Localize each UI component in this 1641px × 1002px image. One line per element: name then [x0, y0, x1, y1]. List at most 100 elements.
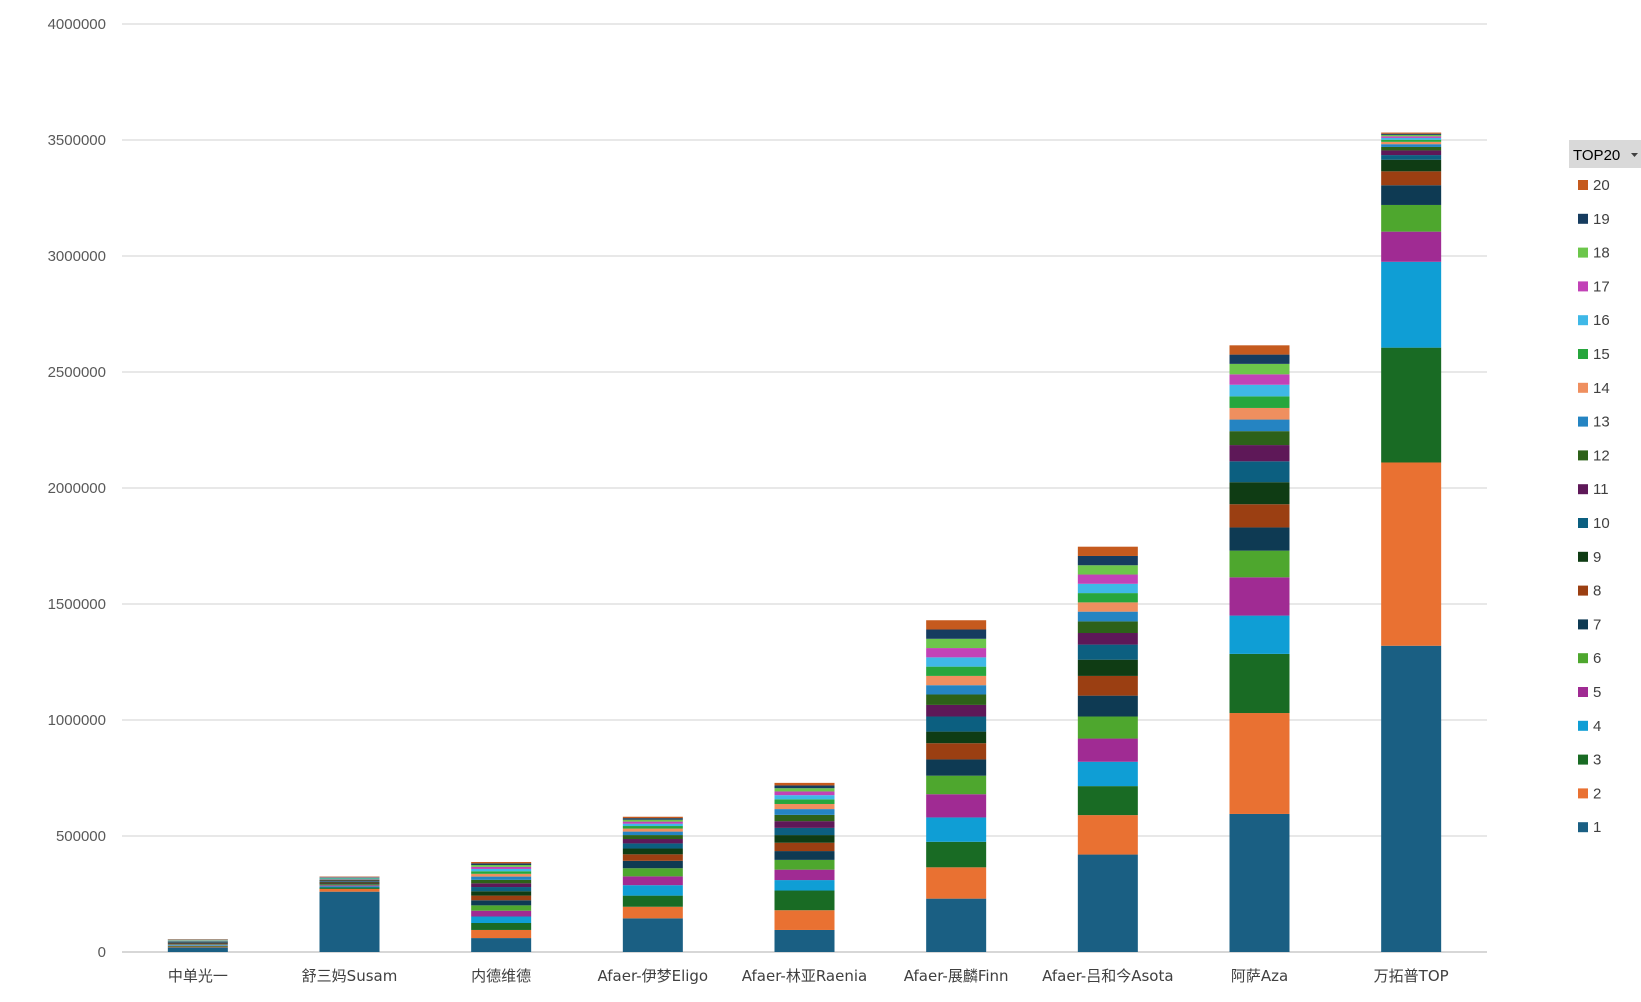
bar-segment-12[interactable] — [1229, 431, 1290, 446]
bar-segment-20[interactable] — [1229, 345, 1290, 355]
bar-segment-16[interactable] — [1381, 137, 1442, 140]
bar-segment-18[interactable] — [622, 819, 683, 822]
bar-segment-2[interactable] — [471, 929, 532, 939]
legend-item[interactable]: 1 — [1578, 819, 1601, 836]
bar-segment-5[interactable] — [774, 869, 835, 881]
bar-segment-17[interactable] — [926, 648, 987, 658]
bar-segment-1[interactable] — [1229, 813, 1290, 952]
bar-segment-20[interactable] — [471, 861, 532, 864]
bar-segment-9[interactable] — [319, 881, 380, 883]
bar-segment-10[interactable] — [1381, 155, 1442, 160]
bar-segment-20[interactable] — [774, 782, 835, 786]
bar-segment-10[interactable] — [926, 716, 987, 732]
bar-segment-14[interactable] — [774, 803, 835, 810]
bar-segment-12[interactable] — [926, 694, 987, 705]
bar-segment-3[interactable] — [319, 887, 380, 889]
bar-segment-14[interactable] — [926, 675, 987, 686]
bar-segment-11[interactable] — [774, 821, 835, 828]
bar-segment-3[interactable] — [167, 945, 228, 947]
bar-segment-14[interactable] — [1077, 602, 1138, 612]
bar-segment-13[interactable] — [622, 831, 683, 836]
bar-segment-13[interactable] — [1381, 144, 1442, 147]
bar-stack[interactable] — [1229, 345, 1290, 952]
bar-segment-3[interactable] — [622, 895, 683, 907]
legend-item[interactable]: 11 — [1578, 481, 1609, 498]
bar-segment-15[interactable] — [1229, 396, 1290, 408]
legend-item[interactable]: 8 — [1578, 583, 1601, 600]
bar-segment-19[interactable] — [622, 818, 683, 820]
bar-segment-6[interactable] — [926, 775, 987, 795]
bar-segment-4[interactable] — [1381, 261, 1442, 348]
legend-item[interactable]: 16 — [1578, 312, 1610, 329]
bar-segment-13[interactable] — [1077, 611, 1138, 622]
bar-segment-7[interactable] — [622, 860, 683, 869]
bar-segment-3[interactable] — [926, 841, 987, 868]
bar-segment-8[interactable] — [926, 743, 987, 760]
bar-segment-11[interactable] — [1229, 445, 1290, 462]
bar-segment-11[interactable] — [1077, 633, 1138, 645]
bar-segment-6[interactable] — [1381, 204, 1442, 232]
bar-segment-17[interactable] — [471, 866, 532, 869]
bar-segment-4[interactable] — [926, 817, 987, 842]
bar-segment-19[interactable] — [1381, 133, 1442, 135]
bar-segment-6[interactable] — [1077, 716, 1138, 739]
bar-segment-3[interactable] — [1229, 653, 1290, 714]
bar-segment-18[interactable] — [471, 865, 532, 867]
bar-segment-7[interactable] — [926, 759, 987, 776]
bar-segment-2[interactable] — [774, 910, 835, 930]
bar-segment-7[interactable] — [1381, 185, 1442, 205]
bar-segment-18[interactable] — [1077, 565, 1138, 575]
bar-segment-16[interactable] — [622, 823, 683, 827]
legend-item[interactable]: 15 — [1578, 346, 1610, 363]
legend-item[interactable]: 2 — [1578, 785, 1601, 802]
bar-segment-5[interactable] — [926, 794, 987, 818]
bar-segment-14[interactable] — [1381, 141, 1442, 145]
bar-segment-2[interactable] — [622, 906, 683, 919]
bar-segment-20[interactable] — [1381, 132, 1442, 134]
legend-filter-button[interactable] — [1569, 140, 1641, 168]
bar-segment-9[interactable] — [926, 731, 987, 744]
bar-segment-12[interactable] — [1381, 146, 1442, 151]
bar-segment-4[interactable] — [774, 880, 835, 891]
legend-item[interactable]: 4 — [1578, 718, 1601, 735]
bar-segment-9[interactable] — [1077, 659, 1138, 676]
bar-segment-9[interactable] — [1381, 159, 1442, 172]
legend-item[interactable]: 19 — [1578, 211, 1610, 228]
bar-segment-8[interactable] — [774, 842, 835, 852]
bar-segment-7[interactable] — [167, 943, 228, 945]
bar-segment-3[interactable] — [471, 923, 532, 930]
legend-item[interactable]: 14 — [1578, 380, 1610, 397]
bar-segment-1[interactable] — [1077, 854, 1138, 952]
bar-segment-9[interactable] — [774, 835, 835, 843]
bar-segment-13[interactable] — [319, 879, 380, 880]
legend-item[interactable]: 7 — [1578, 616, 1601, 633]
bar-segment-11[interactable] — [319, 880, 380, 882]
bar-segment-4[interactable] — [622, 885, 683, 896]
legend-item[interactable]: 18 — [1578, 245, 1610, 262]
bar-segment-17[interactable] — [1077, 574, 1138, 584]
bar-segment-20[interactable] — [926, 620, 987, 630]
bar-segment-16[interactable] — [1229, 384, 1290, 397]
bar-segment-8[interactable] — [319, 882, 380, 884]
bar-segment-12[interactable] — [774, 814, 835, 822]
bar-segment-16[interactable] — [1077, 583, 1138, 594]
legend-item[interactable]: 12 — [1578, 447, 1610, 464]
bar-segment-5[interactable] — [1077, 738, 1138, 762]
bar-segment-2[interactable] — [1229, 713, 1290, 814]
bar-segment-15[interactable] — [926, 666, 987, 676]
bar-segment-17[interactable] — [774, 791, 835, 796]
legend-item[interactable]: 9 — [1578, 549, 1601, 566]
bar-segment-10[interactable] — [774, 827, 835, 836]
bar-segment-1[interactable] — [319, 891, 380, 952]
bar-segment-9[interactable] — [1229, 482, 1290, 505]
bar-segment-12[interactable] — [1077, 621, 1138, 633]
bar-segment-19[interactable] — [471, 863, 532, 865]
bar-segment-2[interactable] — [1381, 462, 1442, 646]
bar-stack[interactable] — [622, 816, 683, 952]
bar-segment-18[interactable] — [926, 638, 987, 649]
bar-segment-12[interactable] — [622, 835, 683, 840]
bar-segment-15[interactable] — [1077, 593, 1138, 603]
bar-segment-20[interactable] — [1077, 546, 1138, 556]
bar-segment-4[interactable] — [167, 945, 228, 946]
bar-segment-2[interactable] — [319, 888, 380, 892]
